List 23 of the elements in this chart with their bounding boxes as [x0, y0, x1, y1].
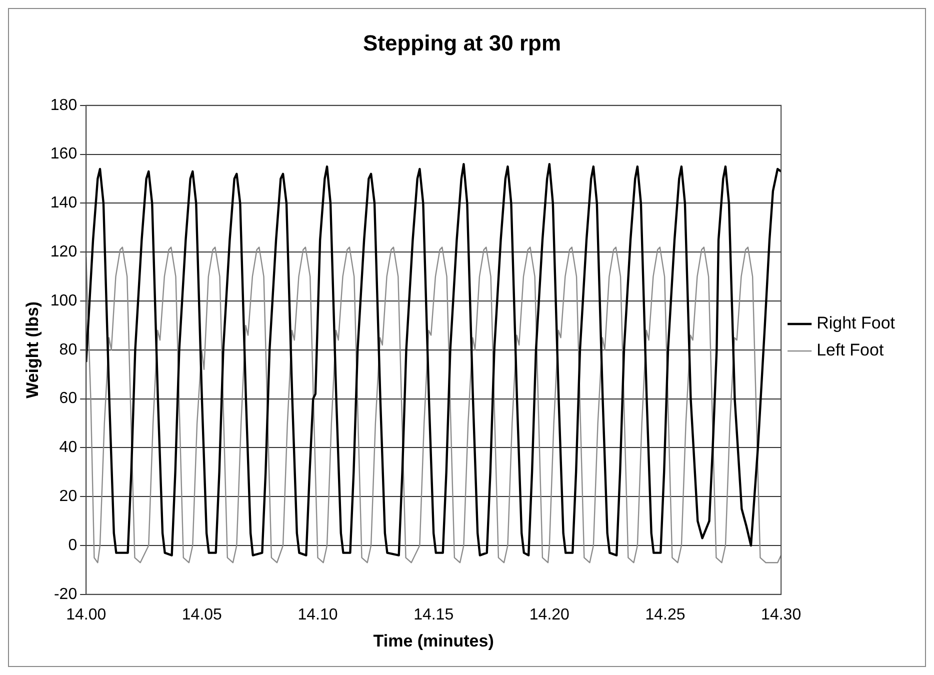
- x-tick-label: 14.00: [66, 606, 106, 624]
- y-axis-title: Weight (lbs): [22, 301, 42, 398]
- y-tick-label: 80: [59, 341, 78, 358]
- x-axis-title: Time (minutes): [373, 631, 494, 650]
- y-tick-label: 60: [59, 390, 78, 408]
- x-tick-label: 14.15: [414, 606, 454, 624]
- y-tick-label: 140: [50, 194, 78, 212]
- x-tick-label: 14.10: [298, 606, 338, 624]
- y-tick-label: 40: [59, 439, 78, 456]
- y-tick-label: 0: [68, 536, 78, 554]
- legend-label: Left Foot: [816, 340, 884, 360]
- x-tick-label: 14.25: [645, 606, 686, 624]
- legend-label: Right Foot: [816, 314, 896, 333]
- x-tick-label: 14.30: [761, 606, 802, 624]
- x-tick-label: 14.05: [182, 606, 222, 624]
- y-tick-label: 180: [50, 96, 78, 114]
- y-tick-label: 20: [59, 488, 78, 506]
- y-tick-label: -20: [54, 586, 78, 603]
- y-tick-label: 120: [50, 244, 78, 261]
- y-tick-label: 100: [50, 292, 78, 310]
- y-tick-label: 160: [50, 146, 78, 163]
- chart-title: Stepping at 30 rpm: [362, 30, 562, 56]
- x-tick-label: 14.20: [529, 606, 570, 624]
